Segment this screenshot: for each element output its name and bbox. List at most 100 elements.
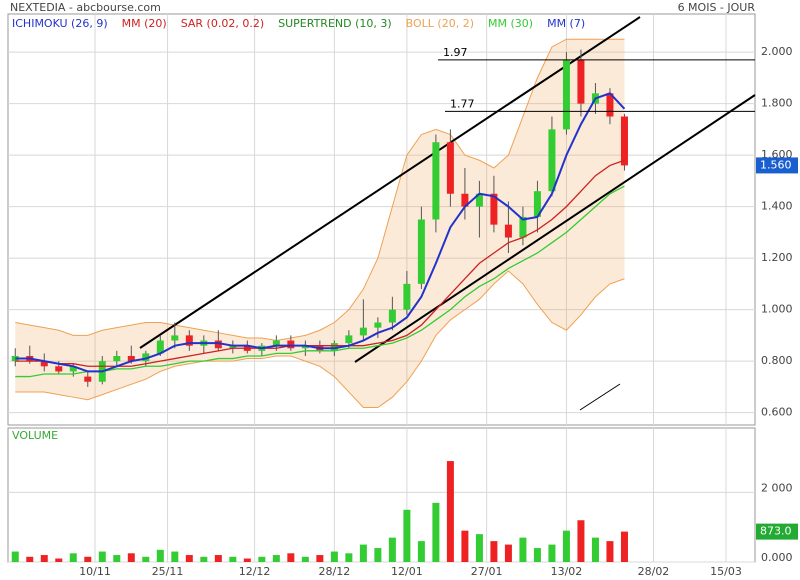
volume-bar (11, 551, 19, 562)
x-tick-label: 12/01 (391, 565, 423, 578)
volume-bar (200, 556, 208, 562)
y-tick-label: 0.600 (761, 406, 793, 419)
volume-bar (185, 555, 193, 562)
volume-bar (287, 553, 295, 562)
candle-body (127, 355, 135, 362)
y-tick-label: 2.000 (761, 45, 793, 58)
candle-body (432, 142, 440, 220)
x-tick-label: 28/12 (319, 565, 351, 578)
trend-line (139, 16, 641, 349)
candle-body (606, 93, 614, 117)
volume-bar (591, 537, 599, 562)
volume-bar (301, 556, 309, 562)
volume-bar (490, 541, 498, 562)
legend-entry: SAR (0.02, 0.2) (181, 17, 264, 30)
volume-bar (475, 534, 483, 562)
candle-body (287, 340, 295, 349)
trend-line (579, 383, 621, 411)
volume-bar (577, 520, 585, 562)
candle-body (388, 309, 396, 323)
y-tick-label: 0.800 (761, 354, 793, 367)
candle-body (374, 322, 382, 328)
volume-bar (69, 553, 77, 562)
band-lower (15, 270, 625, 408)
candle-body (417, 219, 425, 284)
candle-body (475, 193, 483, 207)
last-price-box (756, 157, 798, 174)
x-tick-label: 13/02 (551, 565, 583, 578)
trend-lines (139, 16, 756, 411)
candle-body (548, 129, 556, 192)
candle-body (84, 376, 92, 382)
volume-bar (461, 530, 469, 562)
volume-title: VOLUME (12, 429, 58, 442)
volume-bar (345, 553, 353, 562)
candle-body (272, 340, 280, 346)
band-upper (15, 38, 625, 342)
moving-average (15, 185, 625, 378)
volume-bar (127, 553, 135, 562)
candle-body (562, 59, 570, 130)
legend-entry: MM (30) (488, 17, 533, 30)
y-tick-label: 1.000 (761, 303, 793, 316)
candle-body (214, 340, 222, 349)
volume-bar (620, 531, 628, 562)
x-tick-label: 27/01 (471, 565, 503, 578)
last-volume-label: 873.0 (760, 525, 792, 538)
volume-bar (55, 558, 63, 562)
volume-bar (316, 555, 324, 562)
chart-subtitle: 6 MOIS - JOUR (678, 1, 756, 14)
volume-bar (417, 541, 425, 562)
volume-bar (504, 544, 512, 562)
candle-body (620, 116, 628, 166)
legend-entry: BOLL (20, 2) (406, 17, 474, 30)
volume-bar (519, 537, 527, 562)
volume-bar (142, 556, 150, 562)
candle-body (156, 340, 164, 354)
volume-bar (272, 555, 280, 562)
candle-body (229, 345, 237, 349)
volume-bar (606, 541, 614, 562)
candle-body (403, 283, 411, 310)
candle-body (345, 335, 353, 344)
last-volume-box (756, 523, 798, 540)
volume-bar (171, 551, 179, 562)
last-price-label: 1.560 (760, 158, 792, 171)
volume-bar (330, 551, 338, 562)
candle-body (446, 142, 454, 194)
volume-bar (229, 556, 237, 562)
y-tick-label: 1.800 (761, 97, 793, 110)
volume-bar (243, 558, 251, 562)
volume-bar (156, 549, 164, 562)
volume-bar (113, 555, 121, 562)
candle-body (142, 353, 150, 362)
volume-bar (98, 551, 106, 562)
candle-body (577, 59, 585, 104)
legend-entry: MM (20) (122, 17, 167, 30)
volume-bar (84, 556, 92, 562)
x-tick-label: 12/12 (239, 565, 271, 578)
candle-body (69, 366, 77, 372)
volume-bar (214, 555, 222, 562)
volume-bar (388, 537, 396, 562)
volume-panel (7, 427, 756, 563)
volume-bar (403, 509, 411, 562)
volume-bar (562, 530, 570, 562)
candle-body (301, 345, 309, 349)
legend-entry: MM (7) (547, 17, 585, 30)
x-tick-label: 15/03 (710, 565, 742, 578)
y-tick-label: 2 000 (761, 481, 793, 494)
y-tick-label: 1.200 (761, 251, 793, 264)
volume-bar (548, 544, 556, 562)
layer (8, 14, 755, 563)
volume-bar (26, 556, 34, 562)
volume-bar (40, 555, 48, 562)
candle-body (55, 366, 63, 372)
chart-title: NEXTEDIA - abcbourse.com (10, 1, 161, 14)
candle-body (359, 327, 367, 336)
candle-body (519, 216, 527, 238)
volume-bar (533, 548, 541, 562)
volume-bar (359, 544, 367, 562)
candle-body (171, 335, 179, 341)
